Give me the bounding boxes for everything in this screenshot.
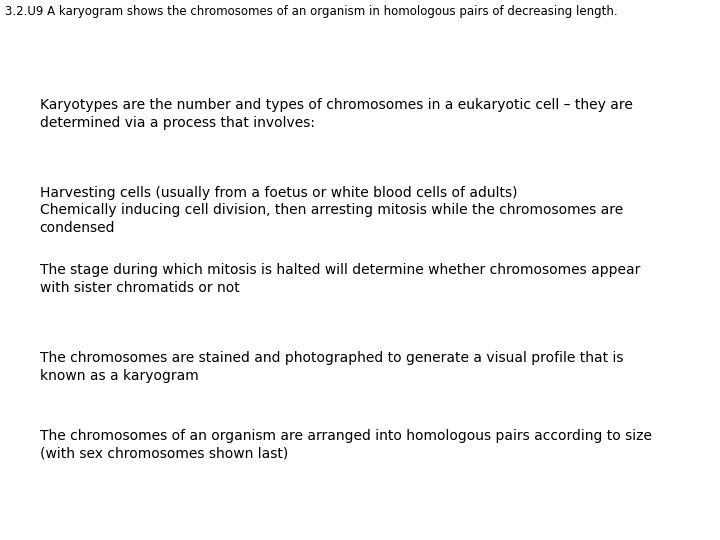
Text: 3.2.U9 A karyogram shows the chromosomes of an organism in homologous pairs of d: 3.2.U9 A karyogram shows the chromosomes… [5, 5, 618, 18]
Text: Harvesting cells (usually from a foetus or white blood cells of adults)
Chemical: Harvesting cells (usually from a foetus … [40, 186, 623, 235]
Text: Karyotypes are the number and types of chromosomes in a eukaryotic cell – they a: Karyotypes are the number and types of c… [40, 98, 632, 130]
Text: The chromosomes of an organism are arranged into homologous pairs according to s: The chromosomes of an organism are arran… [40, 429, 652, 461]
Text: The chromosomes are stained and photographed to generate a visual profile that i: The chromosomes are stained and photogra… [40, 351, 623, 383]
Text: The stage during which mitosis is halted will determine whether chromosomes appe: The stage during which mitosis is halted… [40, 263, 640, 295]
